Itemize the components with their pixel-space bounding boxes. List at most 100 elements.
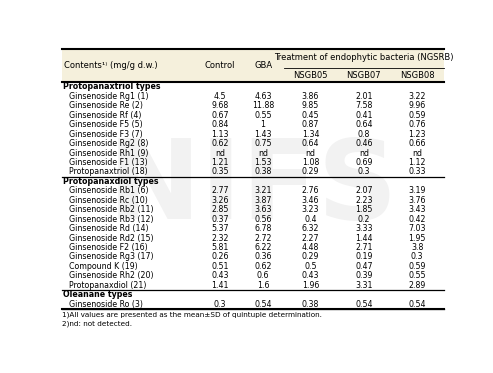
Text: Ginsenoside F2 (16): Ginsenoside F2 (16) — [69, 243, 147, 252]
Text: 0.43: 0.43 — [302, 272, 319, 280]
Text: 0.62: 0.62 — [211, 139, 229, 148]
Text: Protopanaxtriol types: Protopanaxtriol types — [63, 82, 161, 91]
Text: Ginsenoside Rd2 (15): Ginsenoside Rd2 (15) — [69, 233, 153, 242]
Text: 11.88: 11.88 — [252, 101, 274, 110]
Text: 2.72: 2.72 — [254, 233, 272, 242]
Text: 5.37: 5.37 — [211, 224, 229, 233]
Text: Ginsenoside Rg3 (17): Ginsenoside Rg3 (17) — [69, 253, 153, 261]
Text: 0.87: 0.87 — [302, 120, 319, 129]
Text: Protopanaxtriol (18): Protopanaxtriol (18) — [69, 167, 147, 176]
Text: 3.43: 3.43 — [408, 205, 426, 214]
Text: 0.38: 0.38 — [254, 167, 272, 176]
Text: 6.78: 6.78 — [254, 224, 272, 233]
Text: NSGB05: NSGB05 — [293, 71, 328, 80]
Text: 0.3: 0.3 — [411, 253, 423, 261]
Text: Ginsenoside F5 (5): Ginsenoside F5 (5) — [69, 120, 142, 129]
Text: 2.76: 2.76 — [302, 186, 319, 195]
Text: 9.68: 9.68 — [211, 101, 229, 110]
Text: 0.47: 0.47 — [355, 262, 373, 271]
Text: Oleanane types: Oleanane types — [63, 290, 133, 299]
Text: 3.76: 3.76 — [408, 196, 426, 205]
Text: Ginsenoside Ro (3): Ginsenoside Ro (3) — [69, 300, 142, 309]
Text: 1.08: 1.08 — [302, 158, 319, 167]
Text: 4.48: 4.48 — [302, 243, 319, 252]
Text: 0.3: 0.3 — [357, 167, 370, 176]
Text: Protopanaxdiol (21): Protopanaxdiol (21) — [69, 281, 146, 290]
Text: 0.5: 0.5 — [304, 262, 317, 271]
Text: 3.22: 3.22 — [408, 92, 426, 101]
Text: 0.6: 0.6 — [257, 272, 269, 280]
Text: Control: Control — [205, 61, 236, 70]
Text: 1: 1 — [261, 120, 266, 129]
Text: 0.46: 0.46 — [355, 139, 373, 148]
Text: 0.37: 0.37 — [211, 215, 229, 224]
Text: 0.29: 0.29 — [302, 253, 319, 261]
Text: 1.85: 1.85 — [355, 205, 373, 214]
Text: 0.19: 0.19 — [355, 253, 373, 261]
Text: Treatment of endophytic bacteria (NGSRB): Treatment of endophytic bacteria (NGSRB) — [274, 53, 454, 62]
Text: 3.23: 3.23 — [302, 205, 319, 214]
Text: 7.58: 7.58 — [355, 101, 373, 110]
Text: 0.76: 0.76 — [408, 120, 426, 129]
Text: 9.96: 9.96 — [408, 101, 425, 110]
Text: 0.75: 0.75 — [254, 139, 272, 148]
Text: 2.23: 2.23 — [355, 196, 373, 205]
Text: Ginsenoside Rb1 (6): Ginsenoside Rb1 (6) — [69, 186, 148, 195]
Text: 9.85: 9.85 — [302, 101, 319, 110]
FancyBboxPatch shape — [62, 49, 444, 82]
Text: Ginsenoside F3 (7): Ginsenoside F3 (7) — [69, 129, 142, 139]
Text: 0.36: 0.36 — [254, 253, 272, 261]
Text: NSGB07: NSGB07 — [347, 71, 381, 80]
Text: 0.41: 0.41 — [355, 111, 373, 120]
Text: Protopanaxdiol types: Protopanaxdiol types — [63, 177, 159, 186]
Text: 1.44: 1.44 — [355, 233, 373, 242]
Text: 2.07: 2.07 — [355, 186, 373, 195]
Text: 2.85: 2.85 — [211, 205, 229, 214]
Text: 6.32: 6.32 — [302, 224, 319, 233]
Text: 0.42: 0.42 — [408, 215, 426, 224]
Text: 3.33: 3.33 — [355, 224, 373, 233]
Text: 2)nd: not detected.: 2)nd: not detected. — [63, 321, 133, 327]
Text: 3.19: 3.19 — [408, 186, 426, 195]
Text: 0.66: 0.66 — [408, 139, 426, 148]
Text: 2.77: 2.77 — [211, 186, 229, 195]
Text: 0.64: 0.64 — [302, 139, 319, 148]
Text: 1.6: 1.6 — [257, 281, 269, 290]
Text: Ginsenoside F1 (13): Ginsenoside F1 (13) — [69, 158, 147, 167]
Text: 1.41: 1.41 — [211, 281, 229, 290]
Text: 2.32: 2.32 — [211, 233, 229, 242]
Text: 0.55: 0.55 — [254, 111, 272, 120]
Text: 0.62: 0.62 — [254, 262, 272, 271]
Text: Ginsenoside Rb3 (12): Ginsenoside Rb3 (12) — [69, 215, 153, 224]
Text: Ginsenoside Rd (14): Ginsenoside Rd (14) — [69, 224, 148, 233]
Text: nd: nd — [412, 148, 422, 157]
Text: 0.69: 0.69 — [355, 158, 373, 167]
Text: 0.64: 0.64 — [355, 120, 373, 129]
Text: 3.63: 3.63 — [254, 205, 272, 214]
Text: 0.33: 0.33 — [408, 167, 426, 176]
Text: 2.71: 2.71 — [355, 243, 373, 252]
Text: 0.38: 0.38 — [302, 300, 319, 309]
Text: 4.63: 4.63 — [254, 92, 272, 101]
Text: 1.43: 1.43 — [254, 129, 272, 139]
Text: 0.59: 0.59 — [408, 111, 426, 120]
Text: nd: nd — [306, 148, 316, 157]
Text: 7.03: 7.03 — [408, 224, 426, 233]
Text: 1.53: 1.53 — [254, 158, 272, 167]
Text: 0.4: 0.4 — [304, 215, 317, 224]
Text: 0.43: 0.43 — [211, 272, 229, 280]
Text: 2.27: 2.27 — [302, 233, 319, 242]
Text: 1.34: 1.34 — [302, 129, 319, 139]
Text: 0.59: 0.59 — [408, 262, 426, 271]
Text: 0.26: 0.26 — [211, 253, 229, 261]
Text: Ginsenoside Rh2 (20): Ginsenoside Rh2 (20) — [69, 272, 153, 280]
Text: 0.45: 0.45 — [302, 111, 319, 120]
Text: 0.2: 0.2 — [357, 215, 370, 224]
Text: 0.54: 0.54 — [355, 300, 373, 309]
Text: Compound K (19): Compound K (19) — [69, 262, 137, 271]
Text: 0.8: 0.8 — [357, 129, 370, 139]
Text: nd: nd — [359, 148, 369, 157]
Text: 0.84: 0.84 — [211, 120, 229, 129]
Text: 5.81: 5.81 — [211, 243, 229, 252]
Text: 0.29: 0.29 — [302, 167, 319, 176]
